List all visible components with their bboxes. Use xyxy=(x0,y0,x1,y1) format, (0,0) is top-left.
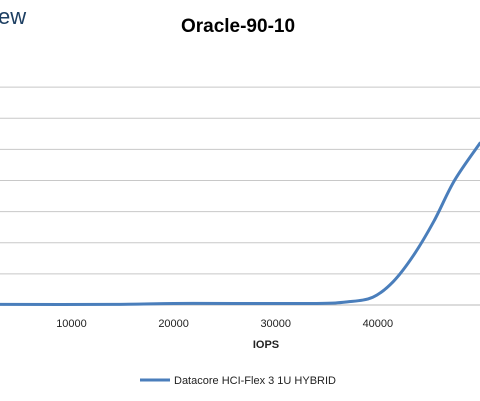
legend: Datacore HCI-Flex 3 1U HYBRID xyxy=(140,375,336,387)
x-axis-title: IOPS xyxy=(253,339,279,351)
series-lines xyxy=(0,141,480,306)
x-tick-labels: 10000 20000 30000 40000 xyxy=(56,318,393,330)
legend-label: Datacore HCI-Flex 3 1U HYBRID xyxy=(174,375,336,387)
watermark-text: ew xyxy=(0,4,26,29)
x-tick-label: 10000 xyxy=(56,318,87,330)
chart-title: Oracle-90-10 xyxy=(181,16,295,37)
x-tick-label: 30000 xyxy=(260,318,291,330)
x-tick-label: 20000 xyxy=(158,318,189,330)
series-line xyxy=(0,141,480,306)
gridlines xyxy=(0,86,480,275)
x-tick-label: 40000 xyxy=(363,318,394,330)
